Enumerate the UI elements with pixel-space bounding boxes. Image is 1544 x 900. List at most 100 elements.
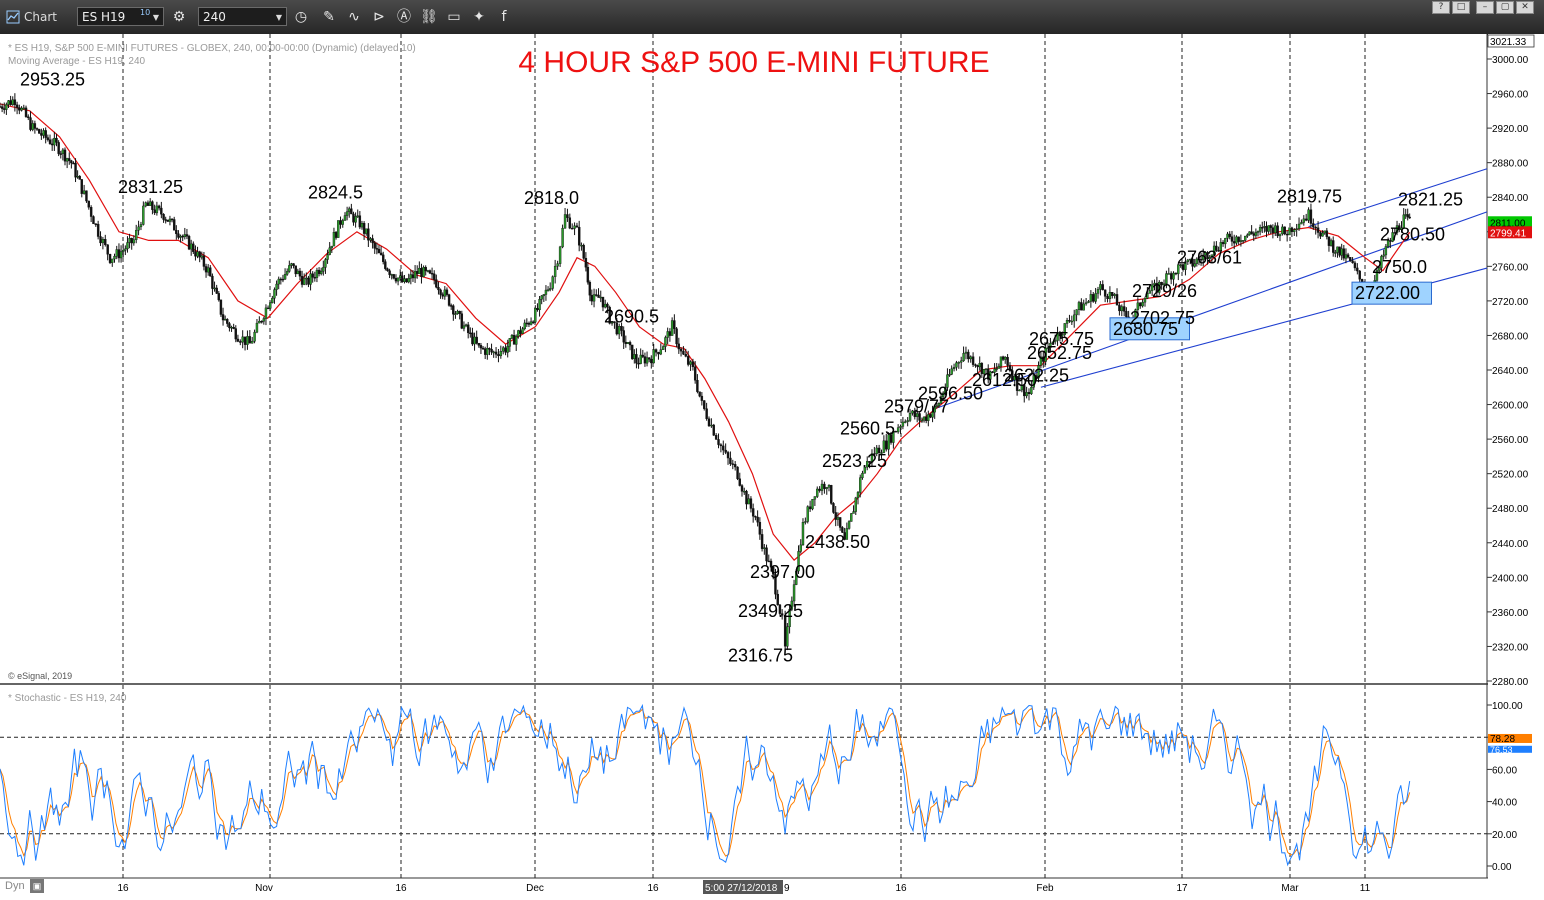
candle-down (452, 305, 455, 315)
draw-curve-icon[interactable]: ∿ (348, 9, 360, 25)
price-tick-label: 2680.00 (1492, 331, 1529, 342)
candle-up (462, 325, 466, 329)
candle-down (48, 139, 52, 145)
symbol-value: ES H19 (82, 10, 126, 24)
candle-down (382, 254, 385, 262)
price-tick-label: 2960.00 (1492, 90, 1529, 101)
candle-down (424, 267, 427, 272)
candle-up (506, 346, 509, 353)
candle-up (1239, 240, 1243, 242)
candle-up (360, 223, 364, 228)
candle-down (108, 254, 112, 263)
candle-down (3, 108, 6, 110)
close-button[interactable]: ✕ (1516, 1, 1534, 14)
candle-up (309, 273, 312, 285)
minimize-button[interactable]: – (1476, 1, 1494, 14)
annotation-label: 2831.25 (118, 177, 183, 197)
candle-down (160, 207, 163, 215)
candle-down (211, 275, 214, 289)
price-tick-label: 2480.00 (1492, 504, 1529, 515)
stochastic-d-line (0, 707, 1411, 857)
play-icon[interactable]: ⊳ (373, 9, 385, 25)
candle-up (1395, 225, 1399, 233)
help-button[interactable]: ? (1432, 1, 1450, 14)
candle-down (868, 461, 871, 463)
candle-up (946, 374, 949, 388)
clock-icon[interactable]: ◷ (294, 9, 308, 25)
annotation-label: 2596.50 (918, 384, 983, 404)
annotation-box (1109, 317, 1190, 341)
candle-down (166, 219, 170, 222)
candle-up (409, 274, 413, 279)
candle-down (27, 116, 30, 118)
candle-up (155, 205, 159, 214)
candle-down (749, 498, 753, 509)
stoch-tick-label: 0.00 (1492, 862, 1512, 873)
candle-down (266, 307, 270, 310)
candle-up (982, 369, 986, 374)
candle-up (892, 430, 895, 443)
candle-up (223, 319, 227, 321)
pencil-icon[interactable]: ✎ (323, 9, 335, 25)
candle-up (135, 230, 138, 240)
symbol-input[interactable]: ES H19 10 ▼ (77, 7, 164, 26)
candle-down (437, 287, 440, 291)
candle-up (882, 440, 886, 453)
twitter-icon[interactable]: ✦ (473, 9, 485, 25)
candle-down (394, 278, 398, 282)
alert-icon[interactable]: Ⓐ (397, 9, 411, 25)
candle-up (1113, 294, 1116, 296)
candle-down (1230, 236, 1234, 242)
candle-up (20, 107, 23, 111)
stoch-tick-label: 20.00 (1492, 830, 1517, 841)
candle-up (659, 349, 663, 355)
candle-down (479, 345, 483, 349)
comment-icon[interactable]: ▭ (447, 9, 461, 25)
candle-up (521, 328, 524, 334)
candle-up (747, 498, 750, 505)
candle-up (743, 490, 746, 493)
candle-up (262, 318, 266, 322)
candle-down (1139, 302, 1142, 307)
candle-down (838, 517, 842, 528)
candle-down (460, 313, 464, 329)
candle-down (1309, 209, 1313, 224)
chart-canvas[interactable]: 4 HOUR S&P 500 E-MINI FUTURE * ES H19, S&… (0, 34, 1544, 900)
candle-up (563, 214, 567, 229)
maximize-button[interactable]: ▢ (1496, 1, 1514, 14)
candle-down (1206, 252, 1209, 260)
candle-up (1295, 228, 1298, 230)
candle-down (172, 219, 176, 231)
candle-down (215, 287, 218, 294)
interval-input[interactable]: 240 ▼ (198, 7, 287, 26)
candle-up (22, 107, 25, 110)
candle-down (1389, 240, 1392, 242)
chevron-down-icon[interactable]: ▼ (275, 13, 282, 22)
lock-icon[interactable]: ▣ (30, 879, 44, 893)
candle-down (696, 380, 699, 392)
candle-down (722, 445, 725, 451)
candle-down (1393, 232, 1397, 234)
candle-up (1120, 306, 1123, 312)
candle-up (556, 263, 559, 267)
candle-down (729, 457, 732, 464)
restore-button[interactable]: □ (1452, 1, 1470, 14)
candle-down (59, 153, 62, 155)
candle-down (35, 128, 39, 130)
facebook-icon[interactable]: f (501, 9, 507, 25)
ma-price-label: 2799.41 (1490, 228, 1527, 239)
price-tick-label: 2400.00 (1492, 573, 1529, 584)
candle-down (608, 306, 611, 324)
dyn-label: Dyn (5, 880, 25, 892)
candle-up (1030, 386, 1033, 395)
candle-down (1023, 385, 1026, 397)
candle-up (847, 521, 851, 529)
link-icon[interactable]: ⛓ (420, 9, 438, 25)
chart-window-icon (6, 0, 20, 34)
stochastic-layer (0, 703, 1411, 867)
candle-up (142, 205, 145, 225)
candle-down (772, 566, 775, 575)
candle-up (456, 310, 459, 314)
gear-icon[interactable]: ⚙ (172, 9, 186, 25)
chevron-down-icon[interactable]: ▼ (152, 13, 159, 22)
